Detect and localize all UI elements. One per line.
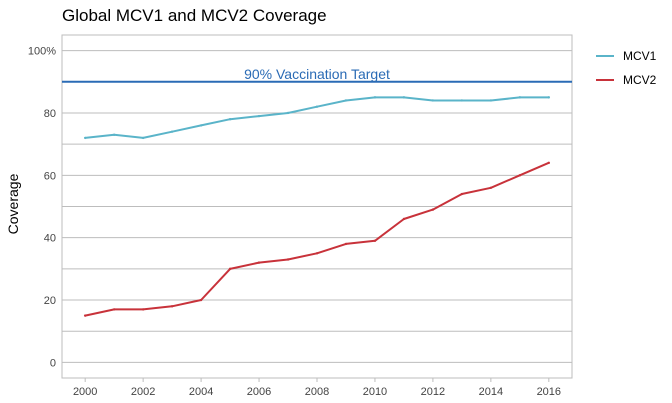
- chart-title: Global MCV1 and MCV2 Coverage: [62, 6, 327, 25]
- data-point-mcv2: [286, 258, 290, 261]
- x-tick-label: 2004: [189, 386, 213, 398]
- x-tick-label: 2012: [421, 386, 445, 398]
- data-point-mcv2: [518, 174, 522, 177]
- legend-label-mcv2: MCV2: [623, 73, 657, 87]
- x-tick-label: 2010: [363, 386, 387, 398]
- data-point-mcv2: [257, 261, 261, 264]
- series-line-mcv2: [84, 161, 550, 317]
- series-line-mcv1: [85, 96, 549, 139]
- data-point-mcv1: [228, 117, 232, 121]
- data-point-mcv1: [489, 99, 493, 102]
- data-point-mcv2: [170, 305, 174, 308]
- x-tick-label: 2000: [73, 386, 97, 398]
- data-point-mcv2: [547, 161, 551, 165]
- data-point-mcv1: [199, 124, 203, 127]
- reference-line-group: 90% Vaccination Target: [62, 66, 572, 83]
- legend: MCV1 MCV2: [596, 49, 657, 87]
- x-tick-label: 2016: [537, 386, 561, 398]
- data-point-mcv2: [431, 208, 435, 211]
- y-tick-label: 0: [50, 357, 56, 369]
- data-point-mcv2: [315, 252, 319, 255]
- x-tick-label: 2008: [305, 386, 329, 398]
- data-point-mcv2: [83, 314, 87, 317]
- legend-label-mcv1: MCV1: [623, 49, 657, 63]
- data-point-mcv2: [112, 308, 116, 311]
- data-point-mcv2: [228, 267, 232, 271]
- y-tick-labels: 0 20 40 60 80 100%: [28, 46, 56, 370]
- data-point-mcv1: [286, 111, 290, 115]
- x-tick-labels: 2000 2002 2004 2006 2008 2010 2012 2014 2016: [73, 378, 561, 398]
- data-point-mcv1: [315, 105, 319, 108]
- y-tick-label: 80: [44, 108, 56, 120]
- data-point-mcv2: [460, 192, 464, 196]
- data-point-mcv1: [547, 96, 551, 99]
- data-points: [83, 96, 551, 317]
- x-tick-label: 2014: [479, 386, 503, 398]
- data-point-mcv2: [344, 242, 348, 246]
- data-point-mcv1: [170, 130, 174, 133]
- y-axis-label: Coverage: [5, 173, 21, 234]
- data-point-mcv1: [518, 96, 522, 99]
- target-line-label: 90% Vaccination Target: [244, 66, 390, 82]
- x-tick-label: 2002: [131, 386, 155, 398]
- x-tick-label: 2006: [247, 386, 271, 398]
- data-point-mcv1: [431, 99, 435, 102]
- data-point-mcv2: [489, 186, 493, 189]
- data-point-mcv1: [344, 99, 348, 102]
- data-point-mcv1: [460, 99, 464, 102]
- data-point-mcv1: [83, 136, 87, 140]
- data-point-mcv2: [373, 239, 377, 242]
- data-point-mcv1: [257, 114, 261, 118]
- y-tick-label: 20: [44, 295, 56, 307]
- y-tick-label: 60: [44, 170, 56, 182]
- data-point-mcv1: [112, 133, 116, 136]
- grid-lines: [62, 50, 572, 363]
- data-point-mcv2: [141, 308, 145, 311]
- data-point-mcv1: [373, 96, 377, 99]
- y-tick-label: 40: [44, 233, 56, 245]
- y-tick-label: 100%: [28, 46, 56, 58]
- data-point-mcv2: [199, 298, 203, 302]
- data-point-mcv1: [402, 96, 406, 99]
- data-point-mcv2: [402, 217, 406, 221]
- data-point-mcv1: [141, 136, 145, 140]
